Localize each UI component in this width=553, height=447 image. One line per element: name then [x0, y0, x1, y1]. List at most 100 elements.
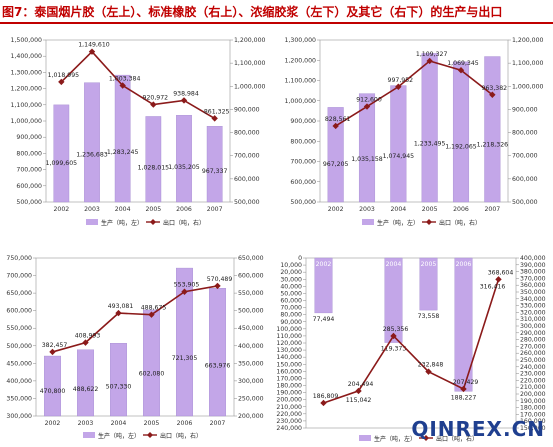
legend-bar-swatch	[359, 435, 371, 441]
y-right-tick-label: 220,000	[520, 377, 546, 384]
bar-2002	[314, 257, 333, 314]
y-left-tick-label: 800,000	[290, 138, 316, 145]
legend-bar-swatch	[362, 219, 374, 225]
bar-value-label: 1,074,945	[383, 153, 415, 160]
y-left-tick-label: 750,000	[6, 255, 32, 262]
y-left-tick-label: 900,000	[16, 134, 42, 141]
y-right-tick-label: 240,000	[520, 364, 546, 371]
y-left-tick-label: 500,000	[290, 199, 316, 206]
bar-value-label: 1,035,205	[168, 164, 200, 171]
y-right-tick-label: 500,000	[512, 199, 538, 206]
watermark: QINREX.CN	[411, 417, 545, 441]
bar-2007	[209, 288, 226, 417]
y-right-tick-label: 700,000	[512, 153, 538, 160]
x-tick-label: 2007	[207, 206, 223, 213]
line-value-label: 828,561	[325, 116, 351, 123]
bar-value-label: 1,035,158	[351, 156, 383, 163]
y-left-tick-label: 1,300,000	[11, 69, 43, 76]
x-tick-label: 2002	[316, 261, 332, 268]
y-right-tick-label: 900,000	[512, 106, 538, 113]
bar-value-label: 188,227	[451, 394, 477, 401]
plot-area	[35, 257, 235, 417]
y-left-tick-label: 170,000	[276, 375, 302, 382]
x-tick-label: 2007	[210, 420, 226, 427]
bar-2003	[84, 82, 100, 203]
y-left-tick-label: 200,000	[276, 397, 302, 404]
bar-value-label: 967,337	[202, 168, 228, 175]
bar-2003	[77, 349, 94, 417]
bar-value-label: 1,236,683	[76, 152, 108, 159]
y-right-tick-label: 170,000	[520, 411, 546, 418]
x-tick-label: 2007	[484, 206, 500, 213]
y-right-tick-label: 320,000	[520, 309, 546, 316]
y-right-tick-label: 250,000	[238, 395, 264, 402]
y-right-tick-label: 260,000	[520, 350, 546, 357]
y-left-tick-label: 600,000	[290, 179, 316, 186]
y-right-tick-label: 450,000	[238, 325, 264, 332]
y-right-tick-label: 160,000	[520, 418, 546, 425]
x-tick-label: 2005	[422, 206, 438, 213]
x-tick-label: 2007	[491, 261, 507, 268]
bar-value-label: 1,218,326	[477, 142, 509, 149]
y-left-tick-label: 230,000	[276, 418, 302, 425]
y-left-tick-label: 150,000	[276, 361, 302, 368]
bar-2002	[53, 104, 70, 203]
export-point-2007	[214, 282, 221, 290]
chart-standard-rubber: 500,000 600,000 700,000 800,000 900,000 1,000…	[285, 37, 544, 227]
y-right-tick-label: 1,200,000	[512, 37, 544, 44]
legend-line-marker	[423, 435, 429, 441]
y-right-tick-label: 650,000	[238, 255, 264, 262]
x-tick-label: 2005	[144, 420, 160, 427]
y-right-tick-label: 500,000	[238, 308, 264, 315]
watermark-text: QINREX.CN	[411, 417, 545, 441]
y-left-tick-label: 700,000	[16, 167, 42, 174]
export-point-2006	[457, 67, 465, 74]
y-left-tick-label: 20,000	[280, 269, 302, 276]
bar-2006	[176, 267, 193, 417]
y-right-tick-label: 1,200,000	[234, 37, 266, 44]
bar-2006	[176, 115, 192, 203]
y-left-tick-label: 110,000	[276, 333, 302, 340]
y-right-tick-label: 600,000	[512, 176, 538, 183]
y-right-tick-label: 1,100,000	[234, 60, 266, 67]
y-left-tick-label: 650,000	[6, 290, 32, 297]
legend-line-label: 出口（吨，右）	[160, 432, 202, 440]
legend-bar-label: 生产（吨，左）	[101, 219, 143, 227]
line-value-label: 382,457	[42, 342, 68, 349]
legend-line-label: 出口（吨，右）	[439, 219, 481, 227]
extra-value-label: 316,416	[480, 283, 506, 290]
y-right-tick-label: 500,000	[234, 199, 260, 206]
y-left-tick-label: 160,000	[276, 368, 302, 375]
y-left-tick-label: 220,000	[276, 411, 302, 418]
export-point-2004	[390, 332, 397, 340]
y-left-tick-label: 500,000	[6, 343, 32, 350]
export-point-2002	[332, 122, 339, 130]
line-value-label: 938,984	[173, 90, 199, 97]
bar-value-label: 77,494	[313, 316, 335, 323]
y-left-tick-label: 10,000	[280, 262, 302, 269]
figure-title: 图7：泰国烟片胶（左上）、标准橡胶（右上）、浓缩胶浆（左下）及其它（右下）的生产…	[2, 5, 503, 19]
x-tick-label: 2006	[177, 420, 193, 427]
x-tick-label: 2004	[115, 206, 131, 213]
y-left-tick-label: 450,000	[6, 360, 32, 367]
figure-title-bar: 图7：泰国烟片胶（左上）、标准橡胶（右上）、浓缩胶浆（左下）及其它（右下）的生产…	[0, 0, 553, 24]
y-left-tick-label: 1,400,000	[11, 53, 43, 60]
line-value-label: 570,489	[207, 276, 233, 283]
y-right-tick-label: 1,000,000	[512, 83, 544, 90]
y-left-tick-label: 550,000	[6, 325, 32, 332]
y-left-tick-label: 40,000	[280, 283, 302, 290]
y-right-tick-label: 290,000	[520, 330, 546, 337]
legend-line-marker	[150, 219, 156, 225]
x-tick-label: 2002	[53, 206, 69, 213]
y-right-tick-label: 800,000	[234, 130, 260, 137]
x-tick-label: 2002	[45, 420, 61, 427]
x-tick-label: 2004	[386, 261, 402, 268]
x-tick-label: 2003	[351, 261, 367, 268]
legend-line-marker	[147, 432, 153, 438]
y-right-tick-label: 190,000	[520, 398, 546, 405]
export-point-2003	[355, 387, 362, 395]
line-value-label: 207,429	[453, 379, 479, 386]
legend-line-label: 出口（吨，右）	[436, 435, 478, 443]
export-point-2002	[58, 78, 65, 86]
bar-2004	[110, 343, 127, 417]
